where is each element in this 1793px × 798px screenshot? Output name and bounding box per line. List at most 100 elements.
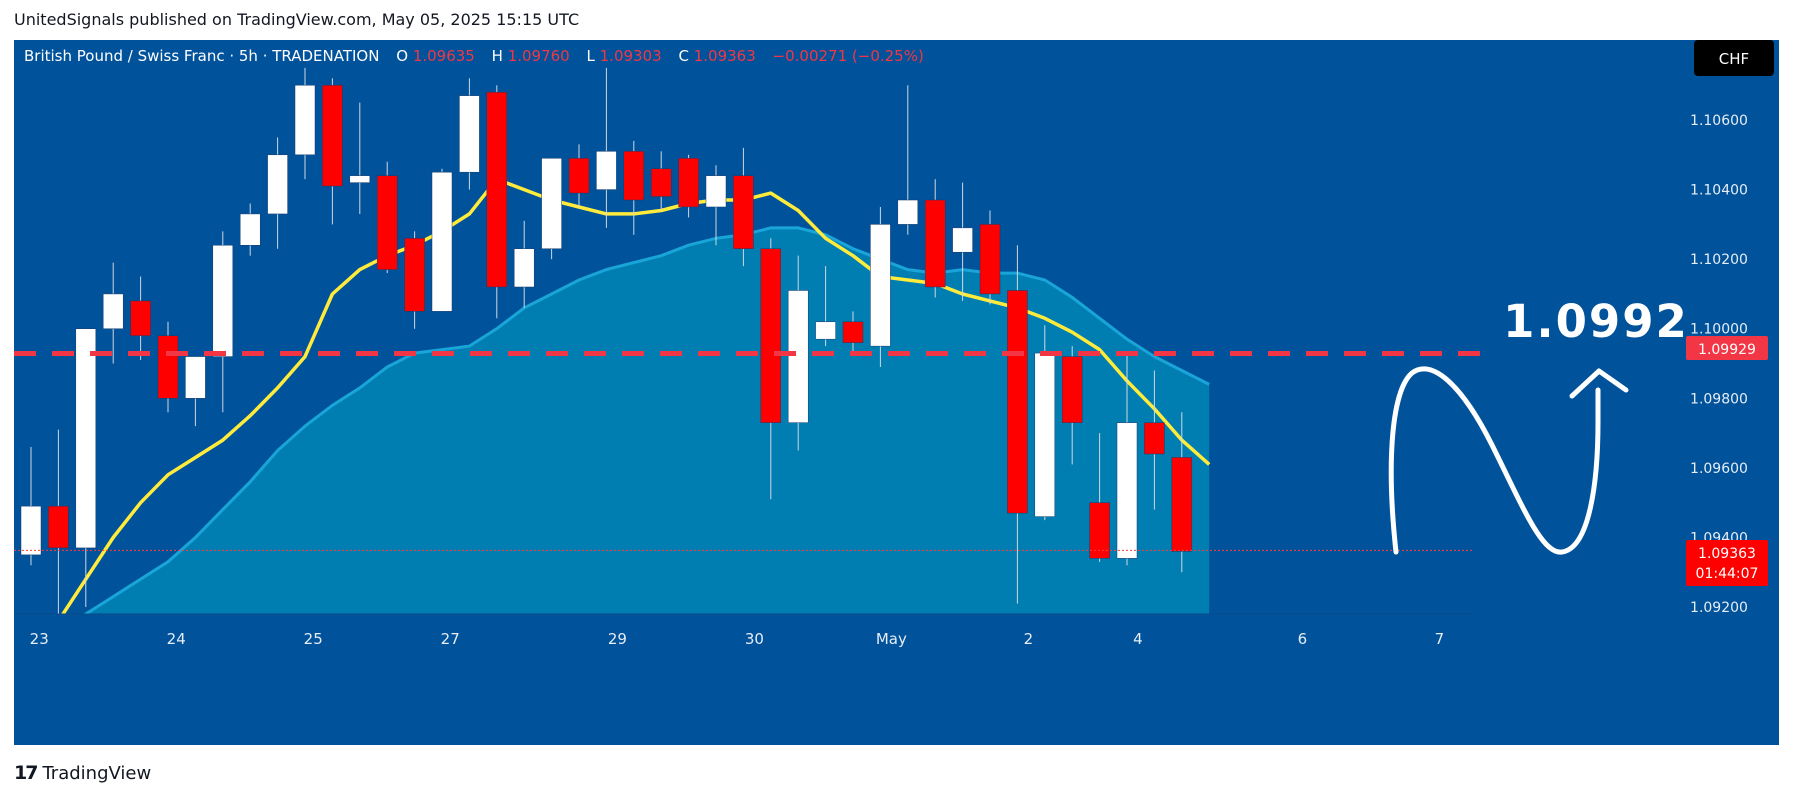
candle-body <box>760 248 782 423</box>
y-tick-label: 1.10000 <box>1690 322 1748 338</box>
candle <box>1089 433 1110 562</box>
last-price-tag <box>1686 540 1768 586</box>
x-tick-label: 29 <box>608 630 627 648</box>
candle <box>185 356 206 427</box>
annotation-layer: 1.0992 <box>1388 295 1689 555</box>
legend-open-value: 1.09635 <box>413 47 475 65</box>
candle-body <box>376 175 398 270</box>
candle <box>623 140 645 235</box>
candle-body <box>404 238 425 312</box>
candle-body <box>678 158 699 208</box>
candle <box>75 328 97 608</box>
candle <box>267 137 288 249</box>
candle <box>815 266 836 347</box>
y-tick-label: 1.10200 <box>1690 252 1748 268</box>
candle-body <box>239 213 261 246</box>
candle-body <box>650 168 672 197</box>
reference-lines-layer <box>14 350 1484 551</box>
candle-body <box>20 505 42 556</box>
price-chart[interactable]: 1.0992 1.10600 1.10400 1.10200 1.10000 1.098… <box>14 40 1779 745</box>
candle <box>897 85 919 235</box>
y-tick-label: 1.09600 <box>1690 461 1748 477</box>
candle-body <box>294 84 316 156</box>
candle-body <box>1007 290 1028 514</box>
candle-body <box>924 199 946 288</box>
candle <box>650 151 672 211</box>
resistance-price-tag <box>1686 336 1768 360</box>
candle <box>733 147 754 267</box>
legend-low-label: L <box>587 47 596 65</box>
x-tick-label: 27 <box>441 630 460 648</box>
candle <box>705 165 727 246</box>
tradingview-logo-icon: 17 <box>14 762 38 784</box>
ma-area-line <box>83 226 1210 614</box>
candle-body <box>513 248 535 288</box>
legend-symbol: British Pound / Swiss Franc · 5h · TRADE… <box>24 47 379 65</box>
legend-high-label: H <box>492 47 503 65</box>
candle-body <box>130 300 151 336</box>
candle <box>1007 245 1028 604</box>
ma-area-fill <box>31 227 1210 614</box>
candle <box>760 238 782 500</box>
candle <box>349 102 371 214</box>
candle-body <box>267 154 288 215</box>
candle-body <box>75 328 97 549</box>
candle-body <box>1034 352 1056 517</box>
legend-close-value: 1.09363 <box>694 47 756 65</box>
candle-body <box>870 224 891 347</box>
candle-body <box>979 224 1001 295</box>
candle <box>870 206 891 368</box>
candle-body <box>541 158 562 249</box>
legend-high-value: 1.09760 <box>508 47 570 65</box>
chart-container: 1.0992 1.10600 1.10400 1.10200 1.10000 1.098… <box>14 40 1779 745</box>
candle-body <box>705 175 727 208</box>
candle <box>239 203 261 256</box>
candle-body <box>185 356 206 399</box>
tradingview-brand: TradingView <box>42 762 152 784</box>
candle <box>294 67 316 180</box>
candle-body <box>1089 502 1110 559</box>
candle <box>376 161 398 274</box>
x-tick-label: 6 <box>1298 630 1308 648</box>
candle-body <box>102 293 124 329</box>
x-tick-label: 24 <box>167 630 186 648</box>
y-tick-label: 1.10600 <box>1690 113 1748 129</box>
price-tags-layer: CHF 1.09929 1.09363 01:44:07 <box>1686 40 1774 586</box>
x-tick-label: 25 <box>304 630 323 648</box>
target-price-annotation: 1.0992 <box>1503 295 1689 348</box>
candle <box>1061 346 1083 465</box>
x-tick-label: 7 <box>1435 630 1445 648</box>
legend-low-value: 1.09303 <box>600 47 662 65</box>
candle <box>459 78 480 190</box>
candle <box>979 210 1001 305</box>
candle <box>842 311 864 354</box>
last-price-label: 1.09363 <box>1698 546 1756 562</box>
arrow-head-icon <box>1569 368 1629 399</box>
x-tick-label: 2 <box>1024 630 1034 648</box>
candle-body <box>596 151 617 190</box>
candle-body <box>952 227 973 253</box>
candle-body <box>486 91 508 288</box>
legend: British Pound / Swiss Franc · 5h · TRADE… <box>24 47 924 65</box>
candles-layer <box>20 67 1193 614</box>
candle <box>952 182 973 301</box>
tradingview-footer[interactable]: 17 TradingView <box>14 760 151 786</box>
candle-body <box>157 335 179 399</box>
candle-body <box>48 505 69 549</box>
candle-body <box>349 175 371 183</box>
x-tick-label: 30 <box>745 630 764 648</box>
legend-open-label: O <box>396 47 408 65</box>
candle <box>568 144 590 207</box>
y-tick-label: 1.09200 <box>1690 600 1748 616</box>
candle-body <box>842 321 864 343</box>
y-tick-label: 1.09800 <box>1690 391 1748 407</box>
candle <box>924 179 946 298</box>
candle <box>1116 353 1138 566</box>
x-tick-label: 23 <box>30 630 49 648</box>
candle <box>1144 370 1165 510</box>
currency-badge[interactable] <box>1694 40 1774 76</box>
candle <box>212 231 234 413</box>
resistance-price-label: 1.09929 <box>1698 342 1756 358</box>
currency-badge-label: CHF <box>1719 50 1749 68</box>
candle-body <box>623 151 645 201</box>
